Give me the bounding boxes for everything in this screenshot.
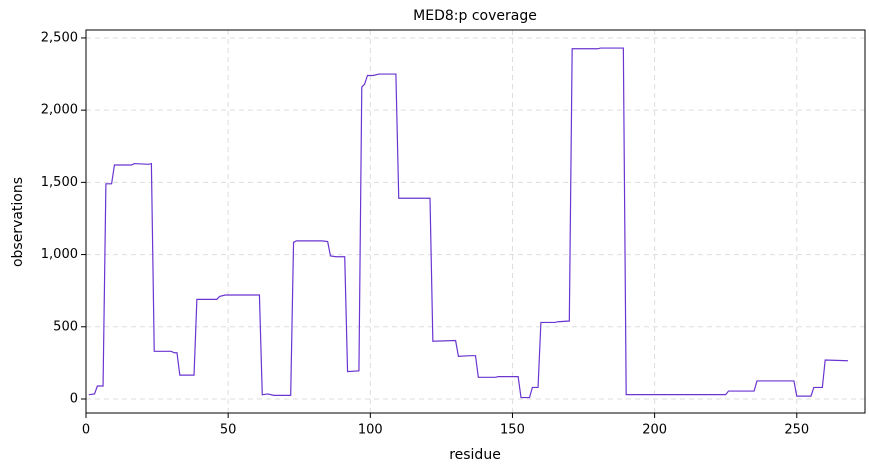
y-tick-label: 1,500 <box>41 175 78 190</box>
x-tick-label: 150 <box>500 423 525 438</box>
x-tick-label: 250 <box>784 423 809 438</box>
x-axis-label: residue <box>449 447 501 463</box>
y-tick-label: 0 <box>70 391 78 406</box>
plot-frame <box>85 29 866 414</box>
x-tick-label: 0 <box>82 423 90 438</box>
x-tick-label: 100 <box>358 423 383 438</box>
x-tick-label: 200 <box>642 423 667 438</box>
y-tick-label: 500 <box>53 319 78 334</box>
y-tick-label: 2,500 <box>41 30 78 45</box>
x-tick-label: 50 <box>220 423 237 438</box>
y-tick-label: 2,000 <box>41 103 78 118</box>
data-line <box>88 47 848 399</box>
y-axis-label: observations <box>10 177 26 267</box>
chart-title: MED8:p coverage <box>413 8 537 24</box>
y-tick-label: 1,000 <box>41 247 78 262</box>
